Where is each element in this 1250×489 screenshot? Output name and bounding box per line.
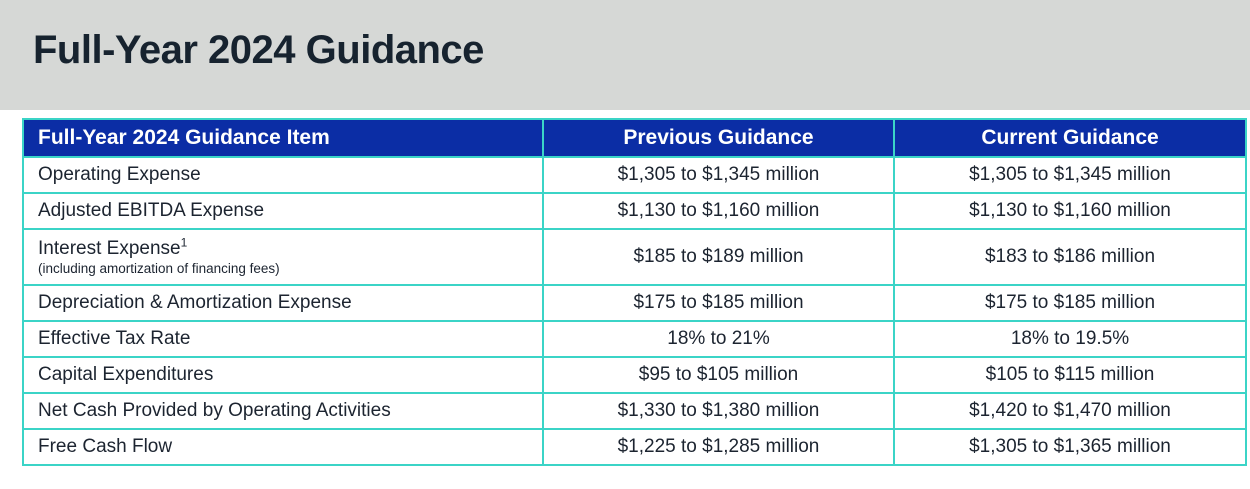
- cell-previous: $95 to $105 million: [542, 356, 895, 394]
- page-title: Full-Year 2024 Guidance: [33, 27, 484, 72]
- cell-item: Capital Expenditures: [22, 356, 544, 394]
- item-label: Interest Expense: [38, 238, 181, 259]
- cell-previous: $1,330 to $1,380 million: [542, 392, 895, 430]
- cell-current: $1,305 to $1,365 million: [893, 428, 1247, 466]
- footnote-marker: 1: [180, 235, 188, 250]
- cell-previous: $185 to $189 million: [542, 228, 895, 286]
- cell-current: $1,420 to $1,470 million: [893, 392, 1247, 430]
- cell-previous: $1,130 to $1,160 million: [542, 192, 895, 230]
- guidance-table: Full-Year 2024 Guidance Item Previous Gu…: [22, 118, 1247, 466]
- table-row-free-cash-flow: Free Cash Flow $1,225 to $1,285 million …: [22, 428, 1247, 466]
- column-header-item: Full-Year 2024 Guidance Item: [22, 118, 544, 158]
- table-row-operating-expense: Operating Expense $1,305 to $1,345 milli…: [22, 156, 1247, 194]
- cell-current: $175 to $185 million: [893, 284, 1247, 322]
- item-note: (including amortization of financing fee…: [38, 261, 280, 276]
- cell-current: $183 to $186 million: [893, 228, 1247, 286]
- cell-current: $1,305 to $1,345 million: [893, 156, 1247, 194]
- table-row-interest-expense: Interest Expense1 (including amortizatio…: [22, 228, 1247, 286]
- cell-current: 18% to 19.5%: [893, 320, 1247, 358]
- table-row-adjusted-ebitda-expense: Adjusted EBITDA Expense $1,130 to $1,160…: [22, 192, 1247, 230]
- table-row-net-cash-operating: Net Cash Provided by Operating Activitie…: [22, 392, 1247, 430]
- cell-previous: $1,305 to $1,345 million: [542, 156, 895, 194]
- cell-item: Effective Tax Rate: [22, 320, 544, 358]
- cell-current: $105 to $115 million: [893, 356, 1247, 394]
- item-label-line: Interest Expense1: [38, 235, 541, 260]
- column-header-current: Current Guidance: [893, 118, 1247, 158]
- cell-item: Free Cash Flow: [22, 428, 544, 466]
- column-header-previous: Previous Guidance: [542, 118, 895, 158]
- cell-item: Adjusted EBITDA Expense: [22, 192, 544, 230]
- cell-previous: 18% to 21%: [542, 320, 895, 358]
- table-row-depreciation-amortization: Depreciation & Amortization Expense $175…: [22, 284, 1247, 322]
- cell-item: Interest Expense1 (including amortizatio…: [22, 228, 544, 286]
- cell-previous: $1,225 to $1,285 million: [542, 428, 895, 466]
- cell-item: Operating Expense: [22, 156, 544, 194]
- header-row: Full-Year 2024 Guidance Item Previous Gu…: [22, 118, 1247, 158]
- cell-previous: $175 to $185 million: [542, 284, 895, 322]
- cell-item: Net Cash Provided by Operating Activitie…: [22, 392, 544, 430]
- cell-item: Depreciation & Amortization Expense: [22, 284, 544, 322]
- cell-current: $1,130 to $1,160 million: [893, 192, 1247, 230]
- table-row-capital-expenditures: Capital Expenditures $95 to $105 million…: [22, 356, 1247, 394]
- table-row-effective-tax-rate: Effective Tax Rate 18% to 21% 18% to 19.…: [22, 320, 1247, 358]
- title-banner: Full-Year 2024 Guidance: [0, 0, 1250, 110]
